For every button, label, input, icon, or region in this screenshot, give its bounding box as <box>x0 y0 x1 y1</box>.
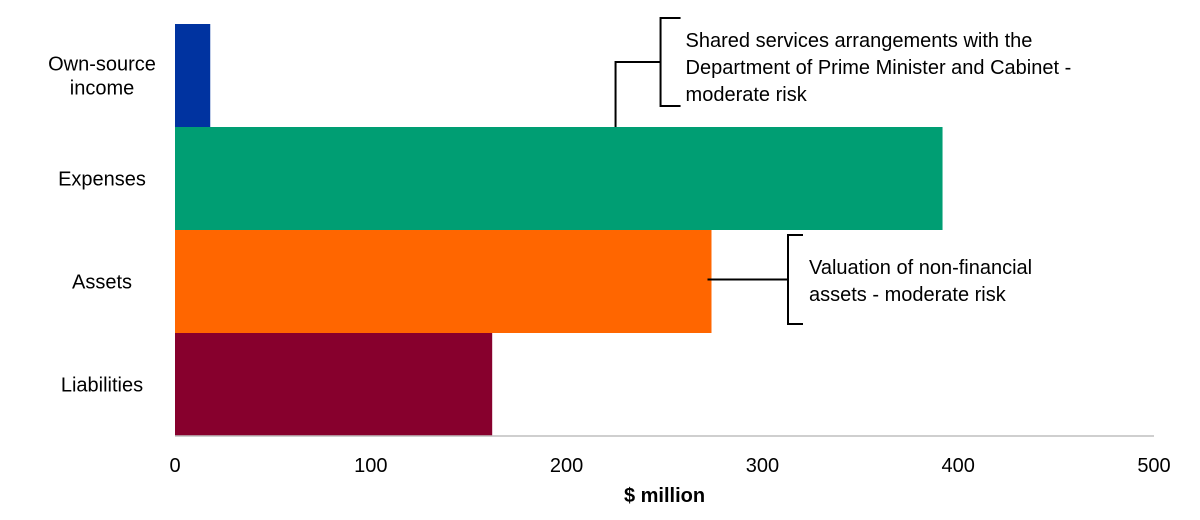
x-tick-labels: 0 100 200 300 400 500 <box>169 455 1170 477</box>
bar-liabilities <box>175 333 493 436</box>
x-tick-label: 400 <box>942 455 975 477</box>
annotation-leader-line <box>614 61 661 127</box>
x-tick-label: 200 <box>550 455 583 477</box>
category-labels: Own-source income Expenses Assets Liabilitie… <box>48 54 156 397</box>
category-label: Liabilities <box>61 375 143 397</box>
x-tick-label: 500 <box>1137 455 1170 477</box>
category-label: Expenses <box>58 169 146 191</box>
bars-group <box>175 24 943 436</box>
annotation-text: Shared services arrangements with the Dep… <box>686 30 1072 106</box>
category-label-line: Expenses <box>58 169 146 191</box>
x-tick-label: 300 <box>746 455 779 477</box>
annotations-group: Shared services arrangements with the Dep… <box>614 17 1072 325</box>
annotation-text-line: assets - moderate risk <box>809 284 1007 306</box>
x-tick-label: 100 <box>354 455 387 477</box>
x-tick-label: 0 <box>169 455 180 477</box>
category-label-line: Liabilities <box>61 375 143 397</box>
category-label-line: Assets <box>72 272 132 294</box>
annotation-bracket <box>659 17 681 107</box>
annotation-text-line: Valuation of non-financial <box>809 257 1032 279</box>
bar-assets <box>175 230 712 333</box>
annotation-callout: Shared services arrangements with the Dep… <box>614 17 1072 127</box>
category-label-line: Own-source <box>48 54 156 76</box>
category-label: Assets <box>72 272 132 294</box>
annotation-text-line: Department of Prime Minister and Cabinet… <box>686 57 1072 79</box>
annotation-text: Valuation of non-financial assets - moder… <box>809 257 1032 306</box>
x-axis-title: $ million <box>624 485 705 507</box>
bar-own-source-income <box>175 24 211 127</box>
category-label: Own-source income <box>48 54 156 100</box>
annotation-callout: Valuation of non-financial assets - moder… <box>707 234 1032 325</box>
bar-expenses <box>175 127 943 230</box>
annotation-text-line: Shared services arrangements with the <box>686 30 1033 52</box>
annotation-text-line: moderate risk <box>686 84 808 106</box>
category-label-line: income <box>70 78 134 100</box>
annotation-bracket <box>787 234 803 325</box>
